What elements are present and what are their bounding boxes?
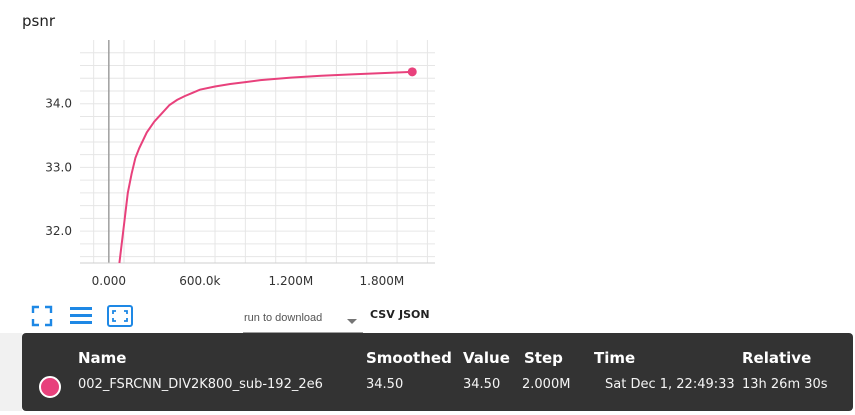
chart-grid <box>80 40 435 263</box>
relative-value: 13h 26m 30s <box>742 377 828 392</box>
x-tick-label: 1.800M <box>360 274 405 288</box>
x-tick-label: 600.0k <box>179 274 220 288</box>
psnr-last-point <box>407 67 417 77</box>
header-step: Step <box>524 349 563 367</box>
fit-domain-icon[interactable] <box>107 305 133 327</box>
run-color-dot <box>39 376 61 398</box>
step-value: 2.000M <box>522 377 571 392</box>
smoothed-value: 34.50 <box>366 377 404 392</box>
raw-value: 34.50 <box>463 377 501 392</box>
header-value: Value <box>463 349 510 367</box>
run-name: 002_FSRCNN_DIV2K800_sub-192_2e6 <box>78 377 323 392</box>
y-tick-label: 34.0 <box>45 97 72 111</box>
y-tick-labels: 32.0 33.0 34.0 <box>45 97 72 238</box>
y-tick-label: 33.0 <box>45 160 72 174</box>
fullscreen-icon[interactable] <box>31 305 53 327</box>
header-name: Name <box>78 349 127 367</box>
x-tick-labels: 0.000 600.0k 1.200M 1.800M <box>92 274 405 288</box>
x-tick-label: 0.000 <box>92 274 126 288</box>
y-tick-label: 32.0 <box>45 224 72 238</box>
chart-title: psnr <box>22 12 56 30</box>
psnr-series-line <box>118 70 413 264</box>
page-background-strip <box>0 333 22 411</box>
psnr-chart: 32.0 33.0 34.0 0.000 600.0k 1.200M 1.800M <box>45 40 435 288</box>
chart-tooltip: Name Smoothed Value Step Time Relative 0… <box>22 333 853 411</box>
select-underline <box>243 332 363 333</box>
x-tick-label: 1.200M <box>269 274 314 288</box>
header-relative: Relative <box>742 349 812 367</box>
csv-download-link[interactable]: CSV <box>370 308 395 321</box>
time-value: Sat Dec 1, 22:49:33 <box>605 377 735 392</box>
run-to-download-select[interactable]: run to download <box>244 312 323 324</box>
header-time: Time <box>594 349 636 367</box>
dropdown-arrow-icon[interactable] <box>347 319 357 324</box>
json-download-link[interactable]: JSON <box>399 308 430 321</box>
list-icon[interactable] <box>69 305 92 327</box>
header-smoothed: Smoothed <box>366 349 452 367</box>
